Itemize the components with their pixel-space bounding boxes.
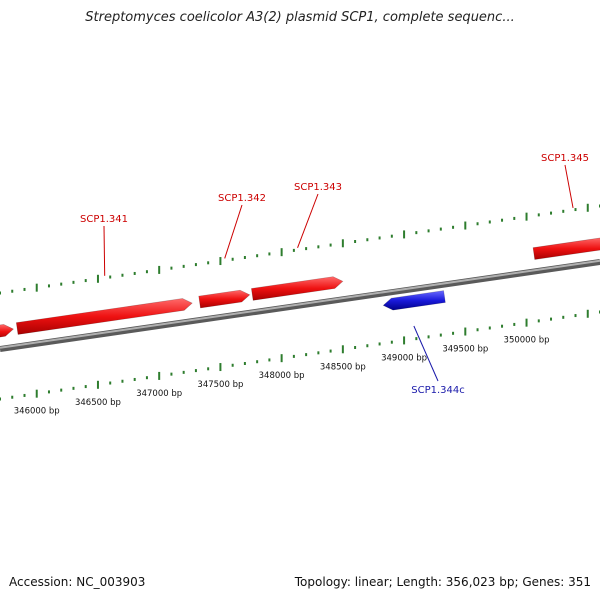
gene-scp1-343[interactable] <box>251 276 344 301</box>
gene-scp1-345-leader-line <box>564 164 574 208</box>
gene-scp1-345[interactable] <box>532 237 600 260</box>
tick-label: 349500 bp <box>442 345 488 355</box>
gene-scp1-343-leader-line <box>297 193 319 249</box>
gene-scp1-341-leader-line <box>103 225 106 276</box>
gene-scp1-343-label[interactable]: SCP1.343 <box>294 182 342 193</box>
tick-label: 347500 bp <box>197 380 243 390</box>
gene-scp1-342-leader-line <box>224 204 243 259</box>
tick-label: 349000 bp <box>381 353 427 363</box>
tick-label: 347000 bp <box>136 389 182 399</box>
gene-scp1-345-label[interactable]: SCP1.345 <box>541 153 589 164</box>
gene-scp1-344c-label[interactable]: SCP1.344c <box>411 385 465 396</box>
gene-scp1-344c-leader-line <box>413 325 439 382</box>
map-title: Streptomyces coelicolor A3(2) plasmid SC… <box>85 10 515 25</box>
tick-label: 348500 bp <box>320 362 366 372</box>
gene-partial[interactable] <box>0 324 15 338</box>
tick-label: 348000 bp <box>259 371 305 381</box>
gene-scp1-341[interactable] <box>15 298 193 335</box>
sequence-backbone <box>0 259 600 352</box>
accession-text: Accession: NC_003903 <box>9 575 146 589</box>
tick-label: 346500 bp <box>75 398 121 408</box>
tick-label: 350000 bp <box>504 336 550 346</box>
sequence-backbone-highlight <box>0 259 600 349</box>
genome-summary-text: Topology: linear; Length: 356,023 bp; Ge… <box>294 575 591 589</box>
gene-scp1-341-label[interactable]: SCP1.341 <box>80 214 128 225</box>
tick-label: 346000 bp <box>14 407 60 417</box>
gene-scp1-344c[interactable] <box>382 290 446 311</box>
gene-scp1-342-label[interactable]: SCP1.342 <box>218 193 266 204</box>
gene-scp1-342[interactable] <box>198 289 251 309</box>
